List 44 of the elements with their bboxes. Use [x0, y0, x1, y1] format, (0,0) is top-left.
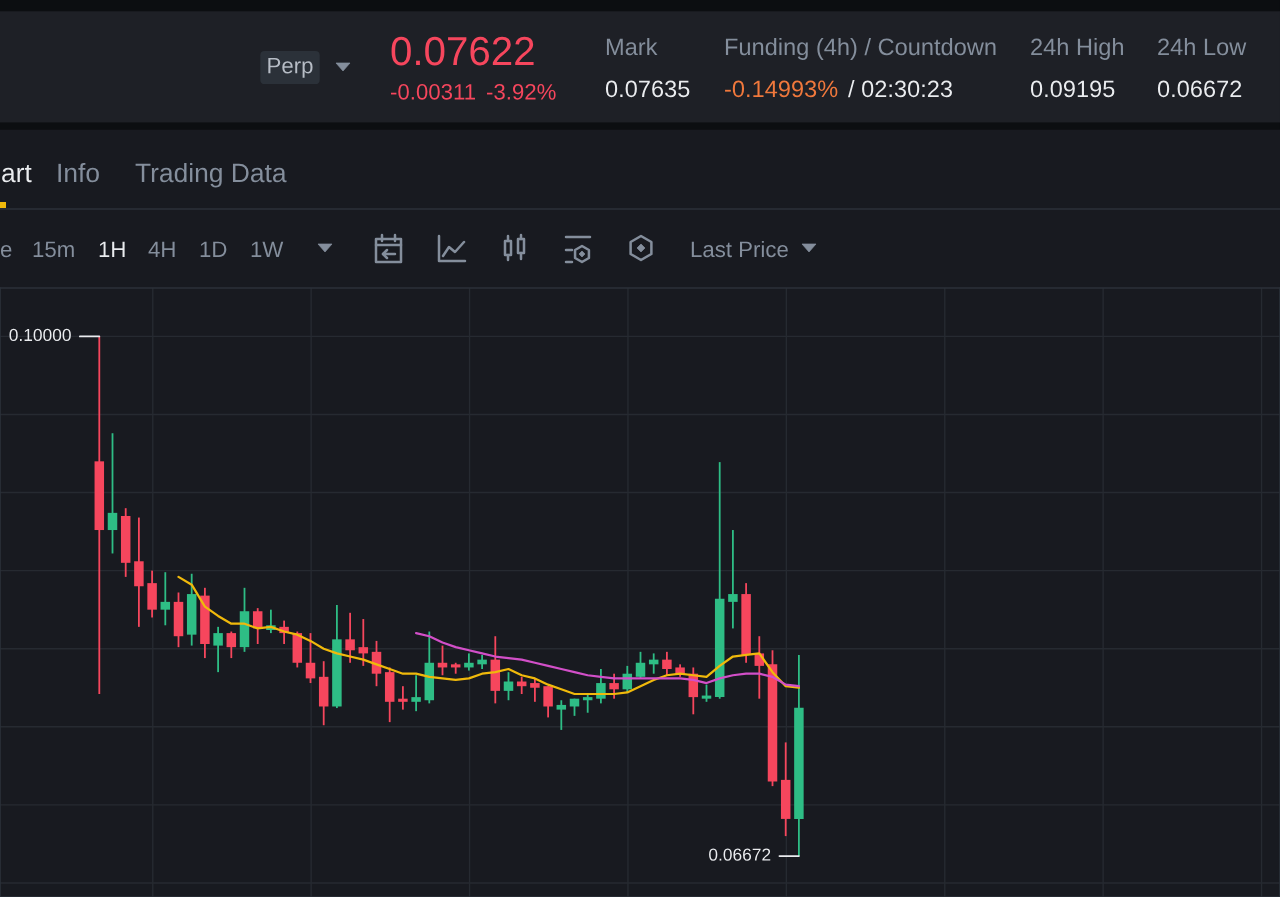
text: 15m — [33, 241, 74, 258]
candlestick — [556, 699, 567, 731]
candlestick — [107, 432, 118, 555]
text: -0.00311 — [390, 83, 475, 100]
candlestick — [530, 677, 540, 703]
text: 24h Low — [1158, 37, 1247, 56]
candlestick — [728, 529, 738, 630]
text: 0.10000 — [9, 328, 71, 342]
candlestick — [582, 693, 593, 714]
text: 1D — [200, 241, 227, 257]
text: / 02:30:23 — [848, 79, 952, 98]
candlestick — [160, 571, 171, 627]
candlestick — [226, 630, 237, 659]
text: 24h High — [1031, 37, 1123, 60]
text: 0.07635 — [605, 80, 690, 98]
text: Perp — [268, 57, 313, 78]
candlestick — [609, 672, 619, 700]
text: e — [0, 245, 12, 258]
text: 0.09195 — [1030, 80, 1115, 98]
text: 1H — [99, 241, 125, 257]
candlestick — [596, 668, 606, 705]
candlestick — [213, 625, 223, 674]
text: art — [2, 164, 32, 183]
candlestick — [305, 632, 316, 684]
text: -0.14993% — [725, 80, 838, 98]
candlestick — [543, 685, 553, 719]
candlestick — [398, 685, 408, 711]
candlestick — [503, 671, 514, 702]
text: Info — [58, 162, 99, 183]
text: 4H — [148, 241, 175, 257]
candlestick — [411, 674, 421, 713]
candlestick — [635, 650, 646, 680]
annotation: 0.06672 — [709, 848, 771, 861]
text: 1W — [251, 241, 284, 257]
candlestick — [358, 618, 369, 667]
text: Trading Data — [135, 162, 287, 188]
text: 0.06672 — [1157, 80, 1242, 98]
text: Funding (4h) / Countdown — [725, 37, 996, 60]
text: -3.92% — [486, 83, 556, 100]
candlestick — [662, 650, 672, 677]
text: Mark — [606, 37, 658, 56]
text: 0.07622 — [391, 36, 534, 66]
text: Last Price — [691, 240, 788, 258]
candlestick — [345, 611, 355, 664]
